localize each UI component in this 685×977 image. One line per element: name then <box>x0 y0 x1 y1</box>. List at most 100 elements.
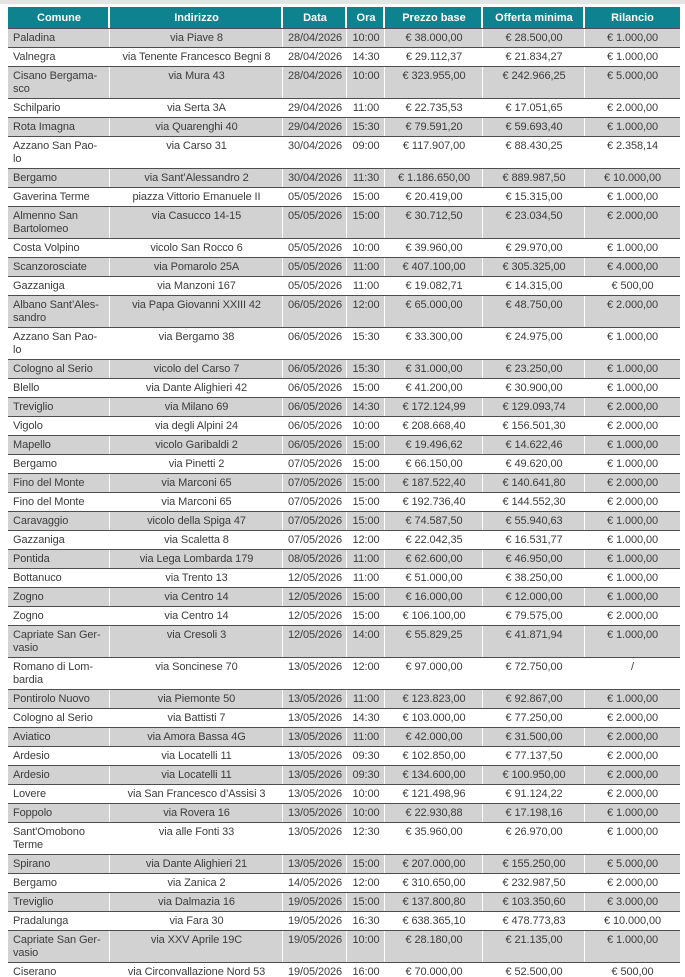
cell-prezzo-base: € 172.124,99 <box>385 397 483 417</box>
table-row: Ciserano via Circonvallazione Nord 53 19/0… <box>8 962 680 977</box>
cell-rilancio: € 2.000,00 <box>585 98 680 118</box>
cell-ora: 15:30 <box>347 327 385 360</box>
table-row: Ardesio via Locatelli 11 13/05/2026 09:30 € … <box>8 746 680 766</box>
cell-prezzo-base: € 16.000,00 <box>385 587 483 607</box>
cell-offerta-minima: € 77.250,00 <box>483 708 585 728</box>
cell-prezzo-base: € 192.736,40 <box>385 492 483 512</box>
table-row: Fino del Monte via Marconi 65 07/05/2026 15… <box>8 473 680 493</box>
cell-ora: 11:00 <box>347 689 385 709</box>
cell-ora: 15:00 <box>347 473 385 493</box>
cell-comune: Albano Sant’Ales- sandro <box>8 295 110 328</box>
cell-data: 13/05/2026 <box>283 727 347 747</box>
cell-prezzo-base: € 323.955,00 <box>385 66 483 99</box>
cell-data: 12/05/2026 <box>283 587 347 607</box>
cell-indirizzo: via Locatelli 11 <box>110 765 283 785</box>
cell-rilancio: € 3.000,00 <box>585 892 680 912</box>
cell-ora: 14:00 <box>347 625 385 658</box>
cell-rilancio: € 2.000,00 <box>585 708 680 728</box>
cell-rilancio: € 2.000,00 <box>585 873 680 893</box>
cell-data: 28/04/2026 <box>283 66 347 99</box>
table-row: Gaverina Terme piazza Vittorio Emanuele I… <box>8 187 680 207</box>
cell-ora: 11:00 <box>347 549 385 569</box>
cell-indirizzo: via Mura 43 <box>110 66 283 99</box>
cell-offerta-minima: € 59.693,40 <box>483 117 585 137</box>
cell-prezzo-base: € 41.200,00 <box>385 378 483 398</box>
cell-indirizzo: vicolo del Carso 7 <box>110 359 283 379</box>
cell-rilancio: € 2.000,00 <box>585 606 680 626</box>
cell-prezzo-base: € 70.000,00 <box>385 962 483 977</box>
cell-ora: 09:30 <box>347 765 385 785</box>
cell-rilancio: € 2.000,00 <box>585 492 680 512</box>
cell-offerta-minima: € 72.750,00 <box>483 657 585 690</box>
cell-ora: 11:00 <box>347 568 385 588</box>
cell-ora: 12:00 <box>347 873 385 893</box>
cell-ora: 10:00 <box>347 930 385 963</box>
column-header-indirizzo: Indirizzo <box>110 7 283 29</box>
cell-offerta-minima: € 889.987,50 <box>483 168 585 188</box>
cell-comune: Caravaggio <box>8 511 110 531</box>
cell-comune: Fino del Monte <box>8 492 110 512</box>
cell-ora: 15:00 <box>347 187 385 207</box>
cell-indirizzo: vicolo San Rocco 6 <box>110 238 283 258</box>
cell-rilancio: € 2.000,00 <box>585 416 680 436</box>
table-header-row: Comune Indirizzo Data Ora Prezzo base Of… <box>8 7 680 29</box>
cell-prezzo-base: € 19.496,62 <box>385 435 483 455</box>
cell-prezzo-base: € 638.365,10 <box>385 911 483 931</box>
cell-offerta-minima: € 12.000,00 <box>483 587 585 607</box>
table-row: Azzano San Pao- lo via Carso 31 30/04/2026… <box>8 136 680 169</box>
cell-prezzo-base: € 19.082,71 <box>385 276 483 296</box>
cell-offerta-minima: € 14.315,00 <box>483 276 585 296</box>
cell-ora: 15:00 <box>347 587 385 607</box>
table-row: Paladina via Piave 8 28/04/2026 10:00 € 38.0… <box>8 28 680 48</box>
cell-rilancio: € 1.000,00 <box>585 587 680 607</box>
cell-comune: Treviglio <box>8 892 110 912</box>
table-row: Zogno via Centro 14 12/05/2026 15:00 € 106.1… <box>8 606 680 626</box>
cell-offerta-minima: € 46.950,00 <box>483 549 585 569</box>
cell-offerta-minima: € 103.350,60 <box>483 892 585 912</box>
cell-rilancio: € 10.000,00 <box>585 168 680 188</box>
cell-offerta-minima: € 49.620,00 <box>483 454 585 474</box>
cell-comune: Valnegra <box>8 47 110 67</box>
cell-indirizzo: via Circonvallazione Nord 53 <box>110 962 283 977</box>
table-row: Treviglio via Dalmazia 16 19/05/2026 15:00 €… <box>8 892 680 912</box>
cell-prezzo-base: € 51.000,00 <box>385 568 483 588</box>
cell-data: 06/05/2026 <box>283 435 347 455</box>
table-row: Caravaggio vicolo della Spiga 47 07/05/202… <box>8 511 680 531</box>
cell-data: 28/04/2026 <box>283 47 347 67</box>
cell-offerta-minima: € 48.750,00 <box>483 295 585 328</box>
cell-comune: Azzano San Pao- lo <box>8 136 110 169</box>
cell-rilancio: € 500,00 <box>585 962 680 977</box>
cell-rilancio: € 1.000,00 <box>585 359 680 379</box>
cell-comune: Pontirolo Nuovo <box>8 689 110 709</box>
cell-prezzo-base: € 39.960,00 <box>385 238 483 258</box>
cell-comune: Pontida <box>8 549 110 569</box>
cell-indirizzo: via degli Alpini 24 <box>110 416 283 436</box>
cell-rilancio: € 1.000,00 <box>585 435 680 455</box>
cell-rilancio: € 1.000,00 <box>585 454 680 474</box>
cell-prezzo-base: € 74.587,50 <box>385 511 483 531</box>
cell-ora: 10:00 <box>347 784 385 804</box>
cell-prezzo-base: € 187.522,40 <box>385 473 483 493</box>
cell-rilancio: € 1.000,00 <box>585 238 680 258</box>
cell-indirizzo: via Sant’Alessandro 2 <box>110 168 283 188</box>
cell-indirizzo: via Dalmazia 16 <box>110 892 283 912</box>
cell-prezzo-base: € 33.300,00 <box>385 327 483 360</box>
cell-comune: Almenno San Bartolomeo <box>8 206 110 239</box>
table-row: Albano Sant’Ales- sandro via Papa Giovann… <box>8 295 680 328</box>
cell-rilancio: € 2.000,00 <box>585 784 680 804</box>
cell-data: 19/05/2026 <box>283 911 347 931</box>
cell-comune: Pradalunga <box>8 911 110 931</box>
column-header-ora: Ora <box>347 7 385 29</box>
cell-comune: Treviglio <box>8 397 110 417</box>
cell-ora: 15:30 <box>347 359 385 379</box>
cell-offerta-minima: € 242.966,25 <box>483 66 585 99</box>
cell-indirizzo: via Marconi 65 <box>110 492 283 512</box>
cell-ora: 16:30 <box>347 911 385 931</box>
cell-rilancio: € 4.000,00 <box>585 257 680 277</box>
table-row: Cologno al Serio via Battisti 7 13/05/2026… <box>8 708 680 728</box>
cell-indirizzo: via Rovera 16 <box>110 803 283 823</box>
cell-data: 07/05/2026 <box>283 530 347 550</box>
table-row: Gazzaniga via Scaletta 8 07/05/2026 12:00 € … <box>8 530 680 550</box>
cell-rilancio: € 2.000,00 <box>585 295 680 328</box>
cell-rilancio: € 1.000,00 <box>585 568 680 588</box>
